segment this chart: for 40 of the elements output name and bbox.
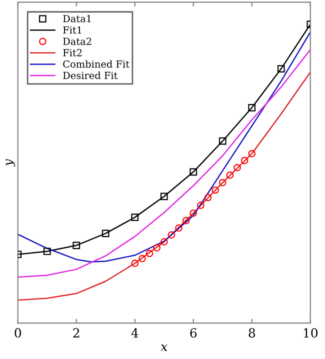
point xyxy=(138,254,146,262)
legend-label: Data2 xyxy=(63,38,92,46)
x-tick-label: 6 xyxy=(190,328,197,338)
point xyxy=(131,214,139,221)
legend-label: Fit2 xyxy=(63,49,82,56)
point xyxy=(160,192,168,200)
point xyxy=(72,242,80,250)
point xyxy=(146,250,154,258)
x-tick-label: 4 xyxy=(131,328,138,338)
point xyxy=(218,137,226,145)
point xyxy=(248,104,256,112)
point xyxy=(182,216,190,224)
x-tick-label: 0 xyxy=(14,328,22,338)
point xyxy=(248,150,256,158)
point xyxy=(218,178,226,186)
x-tick-label: 10 xyxy=(304,328,318,338)
y-axis-title: y xyxy=(6,158,16,167)
point xyxy=(277,65,285,72)
point xyxy=(43,248,51,256)
point xyxy=(153,244,160,252)
point xyxy=(190,168,198,176)
legend-label: Combined Fit xyxy=(63,60,130,68)
legend-label: Fit1 xyxy=(63,26,82,34)
point xyxy=(204,194,212,202)
legend-label: Desired Fit xyxy=(63,72,118,80)
point xyxy=(212,186,219,194)
x-axis-title: x xyxy=(160,344,168,351)
point xyxy=(131,260,139,268)
x-tick-label: 2 xyxy=(73,328,80,338)
point xyxy=(160,238,168,246)
legend-label: Data1 xyxy=(63,14,91,22)
point xyxy=(168,231,176,239)
point xyxy=(175,224,182,232)
point xyxy=(226,172,234,179)
point xyxy=(234,164,241,172)
point xyxy=(190,209,198,217)
point xyxy=(240,156,248,164)
point xyxy=(102,230,110,238)
x-tick-label: 8 xyxy=(248,328,256,338)
point xyxy=(197,202,204,210)
